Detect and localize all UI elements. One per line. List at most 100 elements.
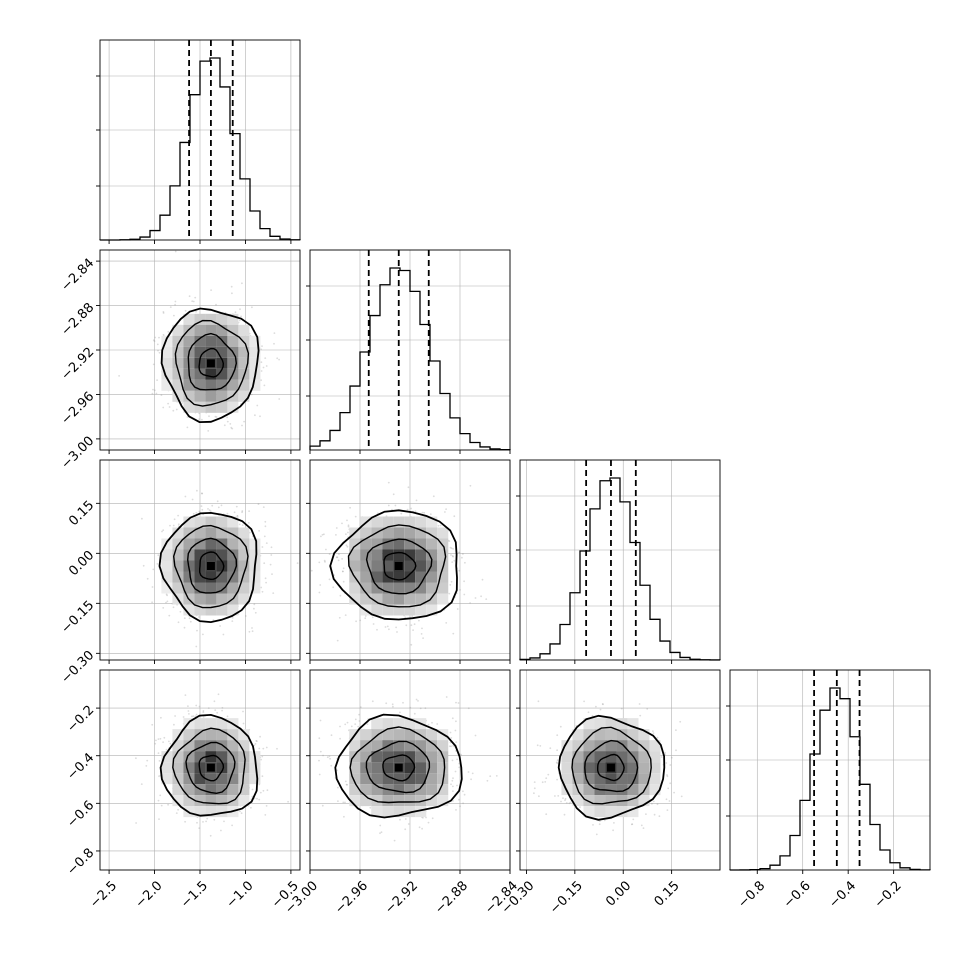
scatter-point	[666, 775, 669, 778]
density-cell	[415, 773, 427, 785]
y-tick-label: −2.84	[59, 256, 98, 295]
scatter-point	[673, 791, 675, 794]
histogram-1	[309, 267, 511, 451]
scatter-point	[152, 568, 155, 571]
density-cell	[183, 335, 195, 347]
scatter-point	[243, 420, 246, 423]
scatter-point	[335, 527, 338, 529]
scatter-point	[480, 595, 482, 598]
scatter-point	[388, 628, 390, 631]
scatter-point	[358, 713, 360, 716]
density-cell	[238, 324, 250, 336]
density-cell	[216, 795, 228, 807]
density-cell	[349, 795, 361, 807]
scatter-point	[413, 623, 416, 626]
density-cell	[360, 784, 372, 796]
density-cell	[415, 795, 427, 807]
density-cell	[227, 571, 239, 583]
density-cell	[426, 795, 438, 807]
scatter-point	[666, 774, 668, 776]
density-cell	[205, 740, 217, 752]
scatter-point	[310, 569, 313, 572]
scatter-point	[355, 620, 357, 623]
scatter-point	[261, 755, 264, 758]
density-cell	[426, 538, 438, 550]
scatter-point	[241, 282, 243, 285]
scatter-point	[431, 721, 433, 724]
scatter-point	[183, 626, 186, 629]
density-cell	[404, 795, 416, 807]
scatter-point	[452, 744, 455, 747]
scatter-point	[201, 508, 204, 511]
scatter-point	[481, 578, 484, 581]
contour-line	[185, 741, 236, 795]
scatter-point	[413, 712, 416, 715]
density-cell	[382, 762, 394, 774]
scatter-point	[376, 628, 378, 631]
scatter-point	[226, 715, 229, 718]
density-cell	[404, 538, 416, 550]
scatter-point	[675, 749, 677, 752]
density-cell	[594, 773, 606, 785]
scatter-point	[455, 741, 458, 743]
contour-line	[172, 524, 249, 609]
y-tick-label: −2.92	[59, 345, 98, 384]
scatter-point	[259, 791, 262, 794]
scatter-point	[464, 561, 466, 564]
scatter-point	[358, 720, 361, 722]
scatter-point	[167, 402, 170, 405]
scatter-point	[263, 535, 266, 538]
density-cell	[216, 390, 228, 402]
scatter-point	[234, 311, 237, 314]
scatter-point	[264, 814, 267, 816]
density-cell	[426, 582, 438, 594]
scatter-point	[172, 409, 175, 412]
scatter-point	[145, 765, 148, 767]
density-cell	[349, 773, 361, 785]
density-cell	[371, 784, 383, 796]
scatter-point	[253, 607, 255, 610]
density-cell	[371, 604, 383, 616]
scatter-point	[369, 806, 372, 809]
scatter-point	[345, 533, 347, 536]
scatter-point	[639, 714, 642, 717]
density-cell	[194, 379, 206, 391]
density-cell	[638, 729, 650, 741]
density-cell	[627, 806, 639, 818]
scatter-point	[453, 515, 456, 518]
density-cell	[205, 593, 217, 605]
scatter-point	[342, 801, 345, 804]
scatter-point	[451, 717, 454, 720]
density-cell	[161, 582, 173, 594]
scatter-point	[230, 426, 233, 429]
density-cell	[205, 718, 217, 730]
scatter-point	[269, 563, 272, 566]
density-cell	[415, 571, 427, 583]
scatter-point	[431, 817, 434, 820]
density-cell	[638, 751, 650, 763]
density-cell	[371, 773, 383, 785]
density-cell	[404, 593, 416, 605]
scatter-point	[455, 809, 457, 811]
density-cell	[426, 751, 438, 763]
density-cell	[605, 784, 617, 796]
scatter-point	[330, 734, 333, 737]
density-cell	[172, 762, 184, 774]
scatter-point	[539, 745, 542, 747]
scatter-point	[226, 420, 229, 423]
density-cell	[404, 751, 416, 763]
scatter-point	[404, 616, 407, 619]
scatter-point	[379, 832, 381, 835]
density-cell	[249, 335, 261, 347]
scatter-point	[273, 342, 275, 345]
scatter-point	[208, 509, 211, 511]
scatter-point	[196, 489, 198, 492]
density-peak	[394, 763, 403, 772]
scatter-point	[347, 531, 349, 534]
scatter-point	[263, 384, 266, 387]
scatter-point	[437, 524, 440, 527]
scatter-point	[344, 614, 347, 616]
density-cell	[216, 379, 228, 391]
scatter-point	[424, 707, 427, 710]
density-cell	[216, 401, 228, 413]
